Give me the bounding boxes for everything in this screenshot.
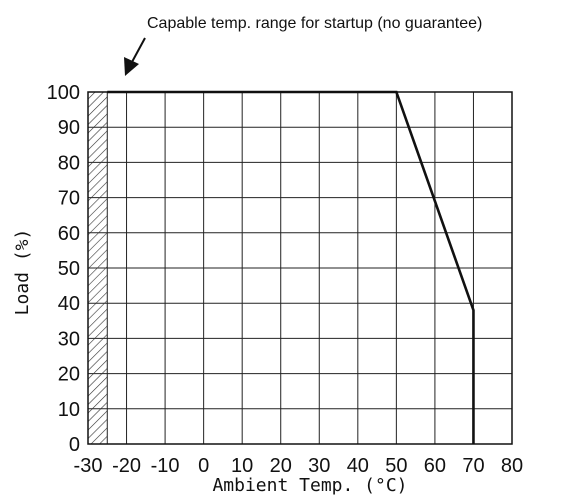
y-tick-label: 70 — [58, 188, 80, 210]
y-tick-label: 30 — [58, 328, 80, 350]
annotation-arrow — [124, 37, 146, 76]
y-tick-label: 20 — [58, 364, 80, 386]
plot-frame — [87, 91, 513, 445]
y-tick-label: 40 — [58, 293, 80, 315]
x-tick-label: 80 — [501, 455, 523, 477]
y-tick-label: 80 — [58, 152, 80, 174]
y-tick-label: 10 — [58, 399, 80, 421]
x-tick-label: 70 — [462, 455, 484, 477]
grid — [88, 92, 512, 444]
x-tick-label: 20 — [270, 455, 292, 477]
y-tick-label: 0 — [69, 434, 80, 456]
startup-shaded-region — [87, 91, 108, 445]
y-tick-labels: 0 10 20 30 40 50 60 70 80 90 100 — [47, 82, 80, 456]
x-tick-label: -30 — [74, 455, 103, 477]
startup-annotation: Capable temp. range for startup (no guar… — [147, 15, 482, 32]
y-tick-label: 60 — [58, 223, 80, 245]
y-axis-title: Load (%) — [12, 229, 33, 316]
x-tick-label: 50 — [385, 455, 407, 477]
x-tick-label: -10 — [151, 455, 180, 477]
x-tick-label: 0 — [198, 455, 209, 477]
y-tick-label: 50 — [58, 258, 80, 280]
x-tick-labels: -30 -20 -10 0 10 20 30 40 50 60 70 80 — [74, 455, 524, 477]
x-tick-label: 30 — [308, 455, 330, 477]
x-tick-label: -20 — [112, 455, 141, 477]
x-axis-title: Ambient Temp. (°C) — [212, 475, 407, 496]
x-tick-label: 60 — [424, 455, 446, 477]
x-tick-label: 10 — [231, 455, 253, 477]
y-tick-label: 90 — [58, 117, 80, 139]
x-tick-label: 40 — [347, 455, 369, 477]
y-tick-label: 100 — [47, 82, 80, 104]
